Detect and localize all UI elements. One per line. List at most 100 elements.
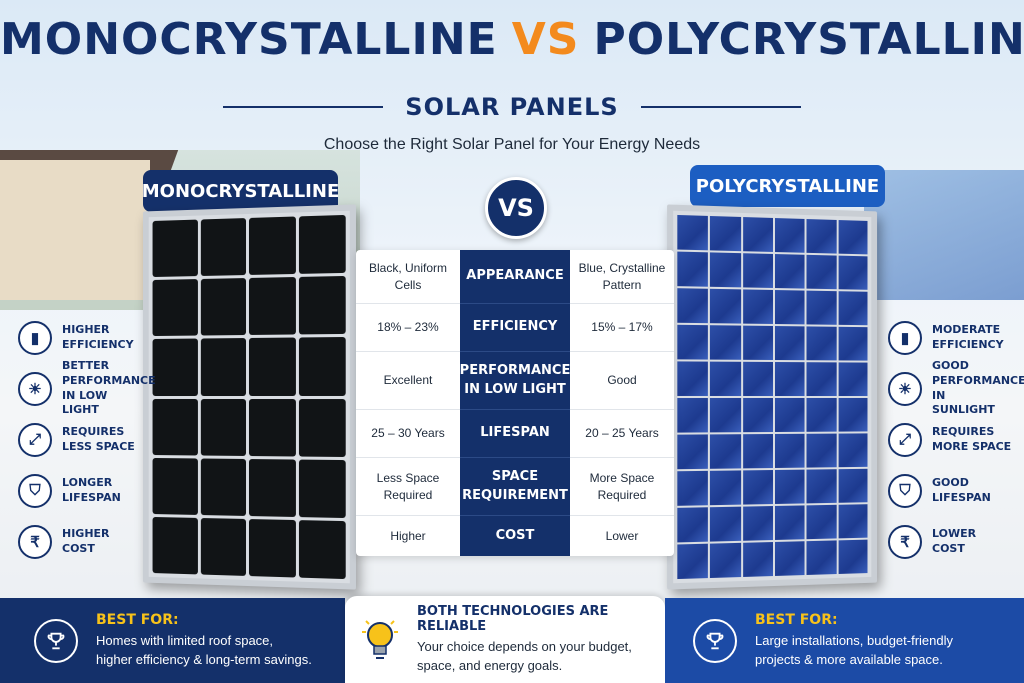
solar-cell (838, 256, 867, 290)
title-poly: POLYCRYSTALLINE (593, 14, 1024, 65)
vs-badge: VS (485, 177, 547, 239)
poly-value-low-light: Good (570, 352, 674, 410)
solar-cell (710, 398, 741, 432)
reliability-title: BOTH TECHNOLOGIES ARE RELIABLE (417, 604, 665, 634)
solar-cell (677, 215, 708, 250)
solar-cell (200, 278, 246, 336)
mono-value-cost: Higher (356, 516, 460, 556)
title-mono: MONOCRYSTALLINE (0, 14, 498, 65)
solar-cell (775, 505, 805, 540)
solar-cell (743, 506, 773, 541)
solar-cell (807, 291, 837, 325)
solar-cell (677, 507, 708, 542)
best-for-body: Large installations, budget-friendly pro… (755, 632, 953, 670)
attr-cost: COST (460, 516, 570, 556)
attr-low-light: PERFORMANCE IN LOW LIGHT (460, 352, 570, 410)
solar-cell (677, 398, 708, 433)
poly-solar-panel-image (667, 204, 877, 589)
solar-cell (677, 361, 708, 396)
poly-value-cost: Lower (570, 516, 674, 556)
solar-cell (807, 505, 837, 539)
footer-reliability-note: BOTH TECHNOLOGIES ARE RELIABLE Your choi… (345, 596, 665, 683)
divider-left (223, 106, 383, 108)
sun-icon: ☀ (18, 372, 52, 406)
solar-cell (743, 470, 773, 505)
solar-cell (710, 252, 741, 287)
solar-cell (775, 362, 805, 396)
solar-cell (775, 434, 805, 468)
solar-cell (838, 504, 867, 538)
solar-cell (298, 276, 345, 335)
footer-text-block: BOTH TECHNOLOGIES ARE RELIABLE Your choi… (417, 604, 665, 674)
solar-cell (838, 362, 867, 396)
feature-text: HIGHER COST (62, 527, 142, 557)
mono-value-efficiency: 18% – 23% (356, 304, 460, 352)
solar-cell (743, 326, 773, 360)
solar-cell (838, 398, 867, 432)
poly-feature-item: ⤢ REQUIRES MORE SPACE (888, 414, 1024, 465)
solar-cell (249, 519, 295, 578)
lightbulb-icon (357, 617, 403, 663)
divider-right (641, 106, 801, 108)
solar-cell (807, 362, 837, 396)
solar-cell (677, 252, 708, 287)
solar-cell (775, 218, 805, 253)
poly-feature-item: ⛉ GOOD LIFESPAN (888, 465, 1024, 516)
background-solar-roof (864, 170, 1024, 300)
feature-text: REQUIRES LESS SPACE (62, 425, 142, 455)
solar-cell (838, 540, 867, 574)
solar-cell (298, 399, 345, 457)
solar-cell (710, 543, 741, 578)
mono-feature-item: ⛉ LONGER LIFESPAN (18, 465, 198, 516)
best-for-title: BEST FOR: (96, 612, 312, 628)
solar-cell (200, 338, 246, 395)
solar-cell (298, 520, 345, 579)
solar-cell (298, 215, 345, 274)
solar-cell (807, 434, 837, 468)
solar-cell (298, 459, 345, 518)
solar-cell (249, 399, 295, 457)
poly-feature-list: ▮ MODERATE EFFICIENCY ☀ GOOD PERFORMANCE… (888, 312, 1024, 567)
solar-cell (775, 254, 805, 289)
solar-cell (710, 470, 741, 505)
solar-cell (298, 337, 345, 395)
solar-cell (807, 255, 837, 289)
poly-value-space: More Space Required (570, 458, 674, 516)
footer-best-for-poly: BEST FOR: Large installations, budget-fr… (665, 598, 1024, 683)
mono-value-lifespan: 25 – 30 Years (356, 410, 460, 458)
solar-cell (807, 219, 837, 254)
mono-feature-item: ☀ BETTER PERFORMANCE IN LOW LIGHT (18, 363, 198, 414)
solar-cell (838, 291, 867, 325)
tagline: Choose the Right Solar Panel for Your En… (0, 136, 1024, 154)
solar-cell (153, 220, 198, 278)
footer-best-for-mono: BEST FOR: Homes with limited roof space,… (0, 598, 345, 683)
expand-arrows-icon: ⤢ (888, 423, 922, 457)
solar-cell (775, 398, 805, 432)
poly-value-efficiency: 15% – 17% (570, 304, 674, 352)
solar-cell (710, 507, 741, 542)
expand-arrows-icon: ⤢ (18, 423, 52, 457)
shield-icon: ⛉ (18, 474, 52, 508)
footer-text-block: BEST FOR: Homes with limited roof space,… (96, 612, 312, 670)
title-vs: VS (512, 14, 580, 65)
solar-cell (743, 253, 773, 288)
poly-value-appearance: Blue, Crystalline Pattern (570, 250, 674, 304)
feature-text: MODERATE EFFICIENCY (932, 323, 1012, 353)
attr-appearance: APPEARANCE (460, 250, 570, 304)
poly-value-lifespan: 20 – 25 Years (570, 410, 674, 458)
solar-cell (249, 338, 295, 396)
solar-cell (677, 434, 708, 469)
rupee-icon: ₹ (18, 525, 52, 559)
solar-cell (677, 471, 708, 506)
attr-efficiency: EFFICIENCY (460, 304, 570, 352)
solar-cell (775, 326, 805, 360)
poly-feature-item: ₹ LOWER COST (888, 516, 1024, 567)
solar-cell (200, 458, 246, 516)
mono-feature-item: ▮ HIGHER EFFICIENCY (18, 312, 198, 363)
solar-cell (807, 469, 837, 503)
solar-cell (200, 398, 246, 455)
footer-text-block: BEST FOR: Large installations, budget-fr… (755, 612, 953, 670)
mono-feature-item: ₹ HIGHER COST (18, 516, 198, 567)
best-for-body: Homes with limited roof space, higher ef… (96, 632, 312, 670)
solar-cell (743, 398, 773, 432)
